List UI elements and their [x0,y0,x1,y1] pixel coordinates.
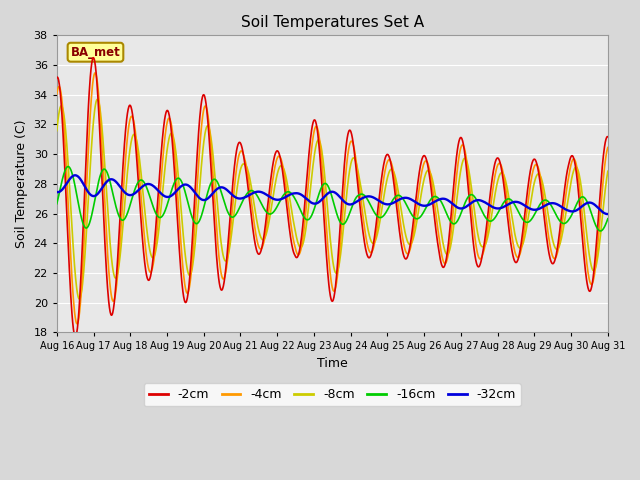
Title: Soil Temperatures Set A: Soil Temperatures Set A [241,15,424,30]
Text: BA_met: BA_met [70,46,120,59]
Y-axis label: Soil Temperature (C): Soil Temperature (C) [15,120,28,248]
X-axis label: Time: Time [317,357,348,370]
Legend: -2cm, -4cm, -8cm, -16cm, -32cm: -2cm, -4cm, -8cm, -16cm, -32cm [144,383,521,406]
